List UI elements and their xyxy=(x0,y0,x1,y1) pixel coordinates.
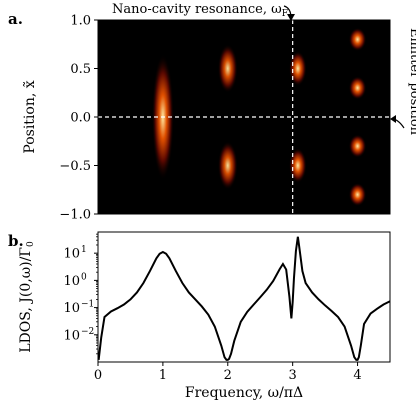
heatmap-bright-feature xyxy=(289,148,307,183)
ldos-y-tick-label: 10 xyxy=(63,301,80,316)
ldos-y-tick-label: 10 xyxy=(63,274,80,289)
heatmap-y-tick-label: 0.5 xyxy=(70,62,91,77)
ldos-y-axis-label: LDOS, J(0,ω)/Γ0 xyxy=(18,241,36,353)
ldos-y-tick-exponent: 0 xyxy=(81,272,87,282)
heatmap-bright-feature xyxy=(348,182,367,207)
heatmap-bright-feature xyxy=(289,51,307,86)
ldos-frame xyxy=(97,231,391,363)
ldos-y-tick-exponent: −1 xyxy=(81,300,94,310)
heatmap-y-axis-label: Position, x̃ xyxy=(22,80,38,153)
ldos-x-tick-label: 2 xyxy=(224,368,232,383)
heatmap-y-tick-label: −0.5 xyxy=(59,159,91,174)
ldos-y-axis-label-subscript: 0 xyxy=(26,241,36,247)
ldos-x-axis-label: Frequency, ω/πΔ xyxy=(185,385,303,401)
heatmap-y-tick-label: 1.0 xyxy=(70,14,91,29)
emitter-position-annotation: Emitter position xyxy=(407,28,416,136)
cavity-resonance-arrowhead-icon xyxy=(287,14,295,21)
cavity-resonance-annotation: Nano-cavity resonance, ωF xyxy=(112,2,288,19)
heatmap-bright-feature xyxy=(348,27,367,52)
ldos-curve xyxy=(98,236,390,361)
panel-a-label: a. xyxy=(8,10,23,28)
heatmap-y-tick-label: 0.0 xyxy=(70,111,91,126)
heatmap-y-tick-label: −1.0 xyxy=(59,208,91,223)
ldos-y-axis-label-main: LDOS, J(0,ω)/Γ xyxy=(18,247,34,353)
panel-b-label: b. xyxy=(8,232,24,250)
ldos-y-tick-exponent: 1 xyxy=(81,245,87,255)
cavity-resonance-subscript: F xyxy=(282,9,288,19)
heatmap-y-ticks: −1.0 −0.5 0.0 0.5 1.0 xyxy=(59,14,98,223)
heatmap-bright-feature xyxy=(217,44,238,93)
heatmap-features xyxy=(151,27,367,207)
heatmap-bright-feature xyxy=(348,134,367,158)
ldos-y-tick-exponent: −2 xyxy=(81,327,94,337)
heatmap-background xyxy=(98,20,390,214)
ldos-x-tick-label: 0 xyxy=(94,368,102,383)
ldos-x-ticks: 0 1 2 3 4 xyxy=(94,362,362,383)
ldos-x-tick-label: 3 xyxy=(289,368,297,383)
heatmap-bright-feature xyxy=(348,76,367,100)
ldos-x-tick-label: 1 xyxy=(159,368,167,383)
cavity-resonance-text: Nano-cavity resonance, ω xyxy=(112,2,282,17)
ldos-x-tick-label: 4 xyxy=(353,368,361,383)
heatmap-bright-feature xyxy=(217,141,238,190)
ldos-y-tick-label: 10 xyxy=(63,328,80,343)
emitter-position-arrowhead-icon xyxy=(390,115,396,123)
heatmap-panel: −1.0 −0.5 0.0 0.5 1.0 Position, x̃ xyxy=(22,14,391,223)
ldos-y-tick-label: 10 xyxy=(63,247,80,262)
